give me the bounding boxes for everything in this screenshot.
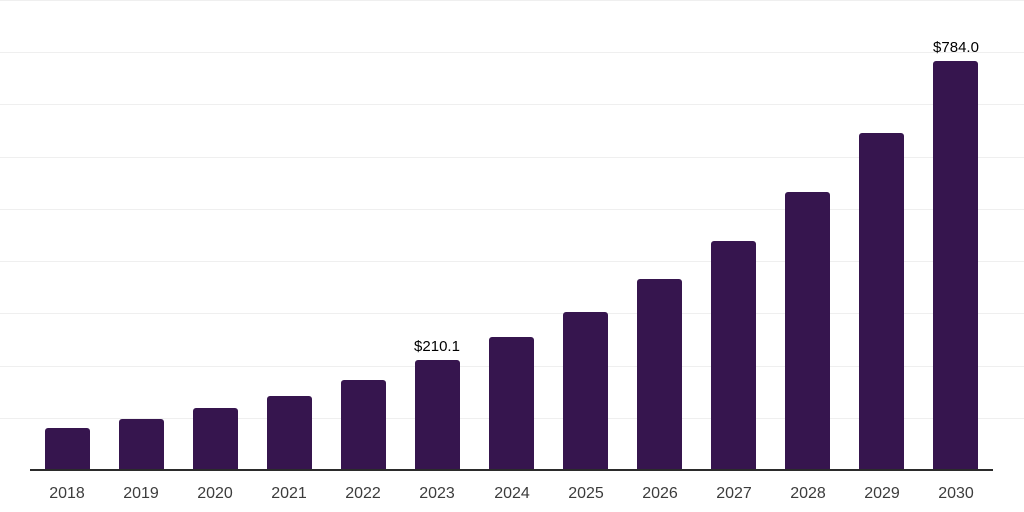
x-tick-2025: 2025 — [568, 485, 604, 502]
x-tick-2030: 2030 — [938, 485, 974, 502]
bar-2028 — [785, 192, 830, 470]
bar-2022 — [341, 380, 386, 470]
gridline-700 — [0, 104, 1024, 105]
x-tick-2022: 2022 — [345, 485, 381, 502]
gridline-900 — [0, 0, 1024, 1]
x-tick-2027: 2027 — [716, 485, 752, 502]
gridline-800 — [0, 52, 1024, 53]
bar-2020 — [193, 408, 238, 470]
bar-2027 — [711, 241, 756, 470]
bar-2018 — [45, 428, 90, 470]
x-tick-2024: 2024 — [494, 485, 530, 502]
bar-2023 — [415, 360, 460, 470]
x-tick-2019: 2019 — [123, 485, 159, 502]
gridline-600 — [0, 157, 1024, 158]
x-tick-2026: 2026 — [642, 485, 678, 502]
bar-2019 — [119, 419, 164, 470]
x-tick-2018: 2018 — [49, 485, 85, 502]
x-tick-2020: 2020 — [197, 485, 233, 502]
bar-2029 — [859, 133, 904, 470]
bar-value-label-2030: $784.0 — [933, 39, 979, 56]
gridline-300 — [0, 313, 1024, 314]
x-tick-2023: 2023 — [419, 485, 455, 502]
bar-2030 — [933, 61, 978, 470]
x-tick-2021: 2021 — [271, 485, 307, 502]
gridline-400 — [0, 261, 1024, 262]
bar-2021 — [267, 396, 312, 470]
bar-2026 — [637, 279, 682, 470]
x-tick-2029: 2029 — [864, 485, 900, 502]
x-tick-2028: 2028 — [790, 485, 826, 502]
bar-value-label-2023: $210.1 — [414, 338, 460, 355]
gridline-500 — [0, 209, 1024, 210]
x-axis-line — [30, 469, 993, 471]
bar-2025 — [563, 312, 608, 470]
bar-2024 — [489, 337, 534, 470]
